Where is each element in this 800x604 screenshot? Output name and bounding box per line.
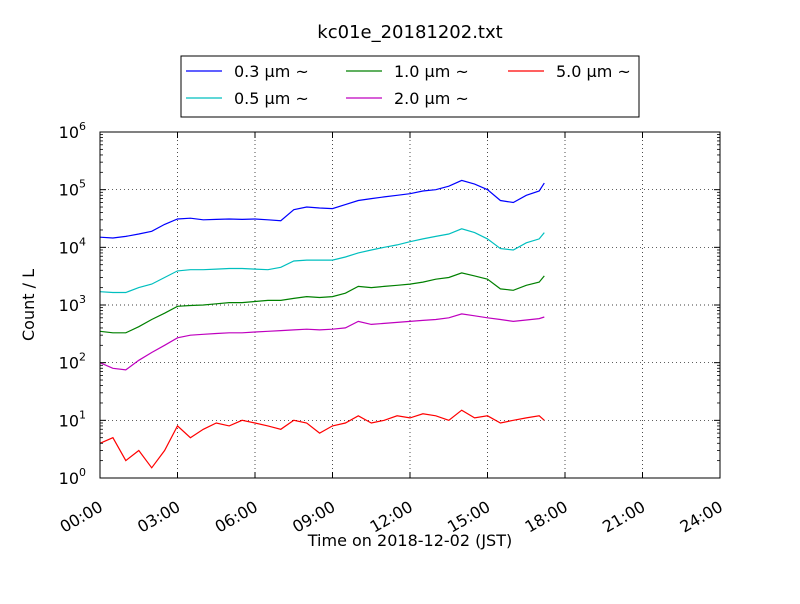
- x-axis-label: Time on 2018-12-02 (JST): [307, 531, 512, 550]
- legend-label: 0.5 μm ~: [234, 89, 309, 108]
- chart-title: kc01e_20181202.txt: [317, 22, 502, 43]
- series-line-4: [99, 409, 545, 469]
- y-axis-label: Count / L: [19, 269, 38, 341]
- legend-label: 2.0 μm ~: [394, 89, 469, 108]
- y-tick-label: 104: [59, 235, 86, 257]
- y-tick-layer: 100 101 102 103 104 105 106: [59, 120, 720, 488]
- series-line-0: [99, 179, 545, 239]
- y-tick-label: 103: [59, 293, 86, 315]
- legend-label: 0.3 μm ~: [234, 62, 309, 81]
- y-tick-label: 106: [59, 120, 86, 142]
- y-tick-label: 105: [59, 178, 86, 200]
- y-tick-label: 101: [59, 408, 86, 430]
- series-line-2: [99, 272, 545, 334]
- legend: 0.3 μm ~ 0.5 μm ~ 1.0 μm ~ 2.0 μm ~ 5.0 μm ~: [180, 55, 640, 118]
- legend-label: 5.0 μm ~: [556, 62, 631, 81]
- series-layer: [99, 179, 545, 469]
- legend-items: 0.3 μm ~ 0.5 μm ~ 1.0 μm ~ 2.0 μm ~ 5.0 μm ~: [186, 62, 631, 108]
- legend-label: 1.0 μm ~: [394, 62, 469, 81]
- legend-box: [180, 55, 640, 118]
- grid-layer: [100, 132, 720, 478]
- y-tick-label: 102: [59, 351, 86, 373]
- y-tick-label: 100: [59, 466, 86, 488]
- series-line-3: [99, 313, 545, 371]
- series-line-1: [99, 228, 545, 294]
